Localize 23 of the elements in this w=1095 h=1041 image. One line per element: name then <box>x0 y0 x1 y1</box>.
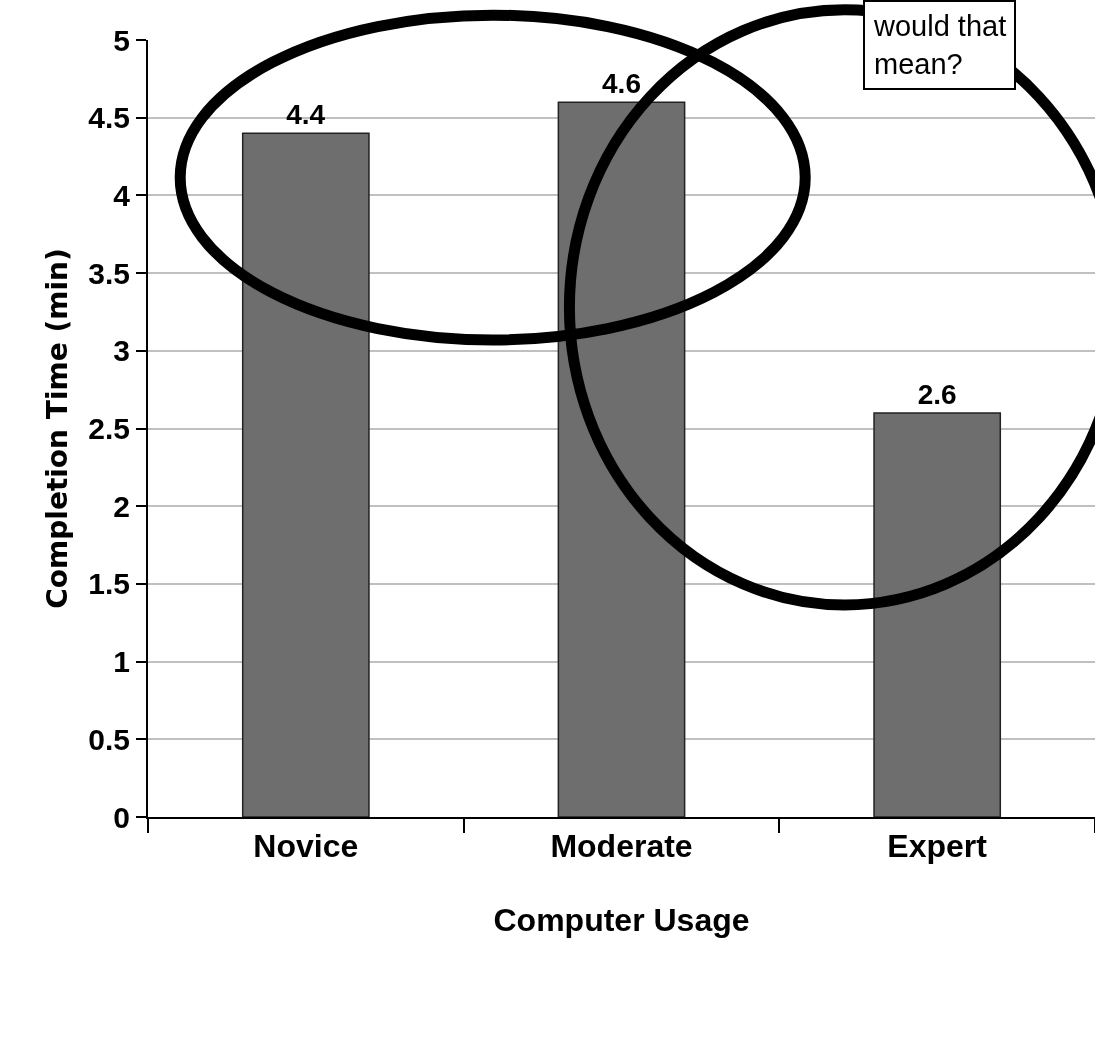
y-tick-label: 3.5 <box>88 256 130 290</box>
y-tick-label: 0 <box>113 800 130 834</box>
y-tick-label: 3 <box>113 334 130 368</box>
data-label: 2.6 <box>917 378 957 410</box>
y-tick-label: 1.5 <box>88 567 130 601</box>
bar <box>557 101 686 817</box>
annotation: would that mean? <box>873 10 1007 80</box>
y-tick-label: 2.5 <box>88 412 130 445</box>
data-label: 4.4 <box>286 99 326 131</box>
x-tick-label: Novice <box>253 828 359 865</box>
y-tick-label: 1 <box>113 645 130 679</box>
bar <box>873 412 1002 817</box>
y-axis-title: Completion Time (min) <box>41 248 75 609</box>
y-tick-label: 2 <box>113 489 130 523</box>
data-label: 4.6 <box>602 68 641 100</box>
x-tick-label: Moderate <box>550 828 693 865</box>
bar <box>241 132 370 817</box>
x-axis-title: Computer Usage <box>493 901 750 938</box>
y-tick-label: 5 <box>113 23 130 57</box>
y-tick-label: 4 <box>113 178 131 212</box>
x-tick-label: Expert <box>887 828 988 865</box>
y-tick-label: 4.5 <box>88 101 130 135</box>
y-tick-label: 0.5 <box>88 722 130 756</box>
